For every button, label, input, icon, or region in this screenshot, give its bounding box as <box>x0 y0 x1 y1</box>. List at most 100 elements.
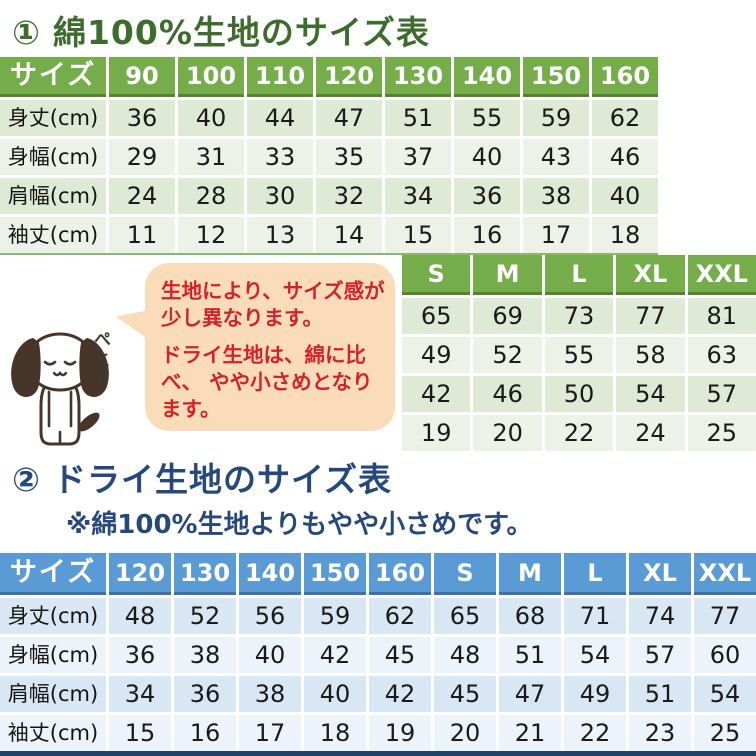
bubble-text-1: 生地により、サイズ感が 少し異なります。 <box>161 279 385 331</box>
dog-right-ear <box>79 338 109 397</box>
table-cell: 68 <box>499 598 561 634</box>
table-cell: 77 <box>616 298 685 334</box>
table-cell: 28 <box>178 178 244 214</box>
table-cell: 42 <box>402 376 471 412</box>
table-cell: 57 <box>629 637 691 673</box>
table-cell: 15 <box>385 217 451 253</box>
table-cell: 65 <box>434 598 496 634</box>
table-cell: 12 <box>178 217 244 253</box>
table-cell: 11 <box>109 217 175 253</box>
table-cell: 57 <box>687 376 756 412</box>
dog-tail <box>78 412 100 432</box>
table-cell: 18 <box>592 217 658 253</box>
column-header-90: 90 <box>109 57 175 97</box>
table-cell: 16 <box>174 715 236 751</box>
dog-body <box>39 384 81 446</box>
table-cell: 38 <box>523 178 589 214</box>
table-cell: 36 <box>454 178 520 214</box>
table-cell: 46 <box>592 139 658 175</box>
cotton-sml-size-table: S M L XL XXL 65 69 73 77 81 49 52 55 58 63 42 46 50 54 57 19… <box>402 255 756 451</box>
table-cell: 40 <box>239 637 301 673</box>
table-cell: 44 <box>247 100 313 136</box>
table-cell: 19 <box>369 715 431 751</box>
column-header-L: L <box>544 255 614 295</box>
table-cell: 30 <box>247 178 313 214</box>
column-header-150: 150 <box>304 553 366 595</box>
table-cell: 25 <box>694 715 756 751</box>
table-cell: 59 <box>304 598 366 634</box>
column-header-S: S <box>434 553 496 595</box>
table-cell: 37 <box>385 139 451 175</box>
table-cell: 55 <box>454 100 520 136</box>
table-cell: 48 <box>434 637 496 673</box>
row-label: 肩幅(cm) <box>0 676 106 712</box>
table-cell: 62 <box>369 598 431 634</box>
table-cell: 29 <box>109 139 175 175</box>
table-cell: 20 <box>434 715 496 751</box>
table-cell: 51 <box>629 676 691 712</box>
column-header-120: 120 <box>316 57 382 97</box>
dry-size-table: サイズ 120 130 140 150 160 S M L XL XXL 身丈(cm) 48 52 56 59… <box>0 553 756 756</box>
column-header-M: M <box>499 553 561 595</box>
row-label: 袖丈(cm) <box>0 217 106 253</box>
bowing-dog-illustration <box>11 332 109 446</box>
dog-caption: ぺこり <box>90 330 110 393</box>
section2-title-text: ドライ生地のサイズ表 <box>52 460 392 499</box>
section2-number: ② <box>12 460 41 499</box>
column-header-160: 160 <box>592 57 658 97</box>
section2-title: ② ドライ生地のサイズ表 <box>12 453 392 501</box>
table-cell: 36 <box>174 676 236 712</box>
table-cell: 22 <box>564 715 626 751</box>
table-cell: 36 <box>109 100 175 136</box>
column-header-XL: XL <box>616 255 685 295</box>
section1-title-text: 綿100%生地のサイズ表 <box>52 13 430 52</box>
table-cell: 56 <box>239 598 301 634</box>
size-corner-header: サイズ <box>0 553 106 595</box>
table-cell: 71 <box>564 598 626 634</box>
table-cell: 24 <box>109 178 175 214</box>
dog-arms <box>47 390 73 446</box>
table-cell: 49 <box>402 337 471 373</box>
table-cell: 34 <box>385 178 451 214</box>
column-header-140: 140 <box>454 57 520 97</box>
row-label: 身幅(cm) <box>0 139 106 175</box>
column-header-130: 130 <box>385 57 451 97</box>
table-cell: 31 <box>178 139 244 175</box>
table-cell: 54 <box>564 637 626 673</box>
table-cell: 42 <box>369 676 431 712</box>
table-cell: 46 <box>473 376 542 412</box>
column-header-S: S <box>402 255 471 295</box>
column-header-120: 120 <box>109 553 171 595</box>
column-header-140: 140 <box>239 553 301 595</box>
table-cell: 58 <box>616 337 685 373</box>
dog-mouth <box>52 371 68 377</box>
table-cell: 35 <box>316 139 382 175</box>
table-cell: 17 <box>523 217 589 253</box>
section1-title: ① 綿100%生地のサイズ表 <box>12 6 430 54</box>
row-label: 袖丈(cm) <box>0 715 106 751</box>
table-cell: 63 <box>687 337 756 373</box>
table-cell: 69 <box>473 298 542 334</box>
table-cell: 43 <box>523 139 589 175</box>
table-cell: 40 <box>592 178 658 214</box>
table-cell: 32 <box>316 178 382 214</box>
dog-closed-eyes <box>43 360 77 366</box>
table-cell: 14 <box>316 217 382 253</box>
table-cell: 18 <box>304 715 366 751</box>
column-header-130: 130 <box>174 553 236 595</box>
column-header-XXL: XXL <box>687 255 756 295</box>
table-cell: 15 <box>109 715 171 751</box>
table-cell: 77 <box>694 598 756 634</box>
table-cell: 17 <box>239 715 301 751</box>
table-cell: 51 <box>499 637 561 673</box>
column-header-XXL: XXL <box>694 553 756 595</box>
table-cell: 54 <box>694 676 756 712</box>
row-label: 身丈(cm) <box>0 100 106 136</box>
column-header-M: M <box>473 255 542 295</box>
row-label: 身幅(cm) <box>0 637 106 673</box>
column-header-L: L <box>564 553 626 595</box>
table-cell: 54 <box>616 376 685 412</box>
table-cell: 25 <box>687 415 756 451</box>
table-cell: 52 <box>174 598 236 634</box>
